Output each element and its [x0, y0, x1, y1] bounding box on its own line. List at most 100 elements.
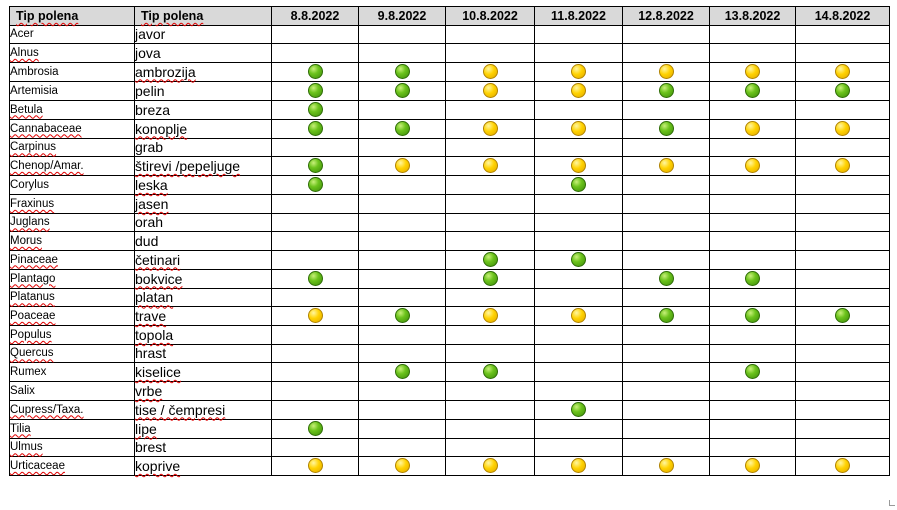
- latin-name: Artemisia: [10, 84, 58, 97]
- day-cell: [445, 325, 535, 345]
- day-cell: [445, 231, 535, 251]
- day-cell: [622, 418, 710, 439]
- latin-name: Poaceae: [10, 310, 56, 322]
- day-cell: [534, 362, 623, 382]
- latin-name: Betula: [10, 103, 43, 116]
- table-row: Pinaceae četinari: [9, 249, 890, 270]
- yellow-dot-icon: [307, 458, 323, 474]
- green-dot-icon: [307, 101, 323, 117]
- local-name: kiselice: [135, 364, 181, 380]
- day-cell: [622, 362, 710, 382]
- day-cell: [622, 287, 710, 307]
- green-dot-icon: [394, 364, 410, 380]
- local-name: breza: [135, 101, 171, 118]
- day-cell: [709, 268, 796, 289]
- latin-name-cell: Populus: [9, 325, 135, 345]
- day-cell: [358, 212, 446, 232]
- day-cell: [534, 212, 623, 232]
- day-cell: [534, 156, 623, 176]
- table-row: Ulmus brest: [9, 437, 890, 457]
- day-cell: [534, 381, 623, 401]
- table-row: Fraxinus jasen: [9, 194, 890, 214]
- green-dot-icon: [571, 401, 586, 417]
- latin-name: Urticaceae: [10, 460, 65, 472]
- green-dot-icon: [394, 308, 410, 324]
- day-cell: [271, 80, 359, 101]
- latin-name: Morus: [10, 234, 42, 247]
- table-row: Morus dud: [9, 231, 890, 251]
- day-cell: [709, 249, 796, 270]
- day-cell: [445, 43, 535, 63]
- day-cell: [358, 418, 446, 439]
- latin-name: Tilia: [10, 422, 31, 435]
- local-name-cell: leska: [134, 175, 272, 195]
- table-row: Plantago bokvice: [9, 268, 890, 289]
- day-cell: [622, 212, 710, 232]
- local-name: pelin: [135, 82, 165, 99]
- day-cell: [622, 80, 710, 101]
- local-name-cell: platan: [134, 287, 272, 307]
- day-cell: [271, 399, 359, 420]
- day-cell: [622, 249, 710, 270]
- yellow-dot-icon: [571, 308, 586, 324]
- day-cell: [271, 381, 359, 401]
- day-cell: [795, 212, 890, 232]
- day-cell: [795, 24, 890, 44]
- day-cell: [358, 231, 446, 251]
- day-cell: [358, 118, 446, 139]
- day-cell: [709, 287, 796, 307]
- day-cell: [709, 399, 796, 420]
- green-dot-icon: [658, 270, 674, 286]
- latin-name-cell: Plantago: [9, 268, 135, 289]
- day-cell: [534, 399, 623, 420]
- day-cell: [709, 43, 796, 63]
- day-cell: [358, 249, 446, 270]
- local-name-cell: pelin: [134, 80, 272, 101]
- latin-name: Rumex: [10, 366, 47, 378]
- green-dot-icon: [307, 270, 323, 286]
- yellow-dot-icon: [482, 120, 498, 136]
- green-dot-icon: [482, 270, 498, 286]
- day-cell: [271, 418, 359, 439]
- yellow-dot-icon: [745, 120, 760, 136]
- day-cell: [622, 306, 710, 326]
- latin-name-cell: Tilia: [9, 418, 135, 439]
- day-cell: [795, 437, 890, 457]
- day-cell: [534, 325, 623, 345]
- day-cell: [622, 456, 710, 476]
- day-cell: [622, 137, 710, 157]
- day-cell: [358, 156, 446, 176]
- green-dot-icon: [394, 120, 410, 136]
- local-name-cell: četinari: [134, 249, 272, 270]
- table-row: Salix vrbe: [9, 381, 890, 401]
- table-row: Acer javor: [9, 24, 890, 44]
- day-cell: [622, 156, 710, 176]
- table-row: Carpinus grab: [9, 137, 890, 157]
- yellow-dot-icon: [571, 158, 586, 174]
- day-cell: [445, 306, 535, 326]
- latin-name: Platanus: [10, 291, 55, 304]
- day-cell: [445, 175, 535, 195]
- header-date: 12.8.2022: [622, 6, 710, 26]
- latin-name: Corylus: [10, 179, 49, 191]
- table-row: Juglans orah: [9, 212, 890, 232]
- local-name-cell: dud: [134, 231, 272, 251]
- day-cell: [445, 194, 535, 214]
- day-cell: [795, 343, 890, 363]
- day-cell: [358, 43, 446, 63]
- day-cell: [271, 175, 359, 195]
- day-cell: [709, 456, 796, 476]
- day-cell: [795, 80, 890, 101]
- day-cell: [358, 287, 446, 307]
- day-cell: [709, 231, 796, 251]
- latin-name-cell: Salix: [9, 381, 135, 401]
- header-date: 11.8.2022: [534, 6, 623, 26]
- day-cell: [271, 343, 359, 363]
- day-cell: [709, 362, 796, 382]
- latin-name-cell: Quercus: [9, 343, 135, 363]
- local-name: vrbe: [135, 382, 163, 399]
- latin-name-cell: Artemisia: [9, 80, 135, 101]
- latin-name: Plantago: [10, 272, 56, 285]
- day-cell: [445, 61, 535, 82]
- day-cell: [534, 118, 623, 139]
